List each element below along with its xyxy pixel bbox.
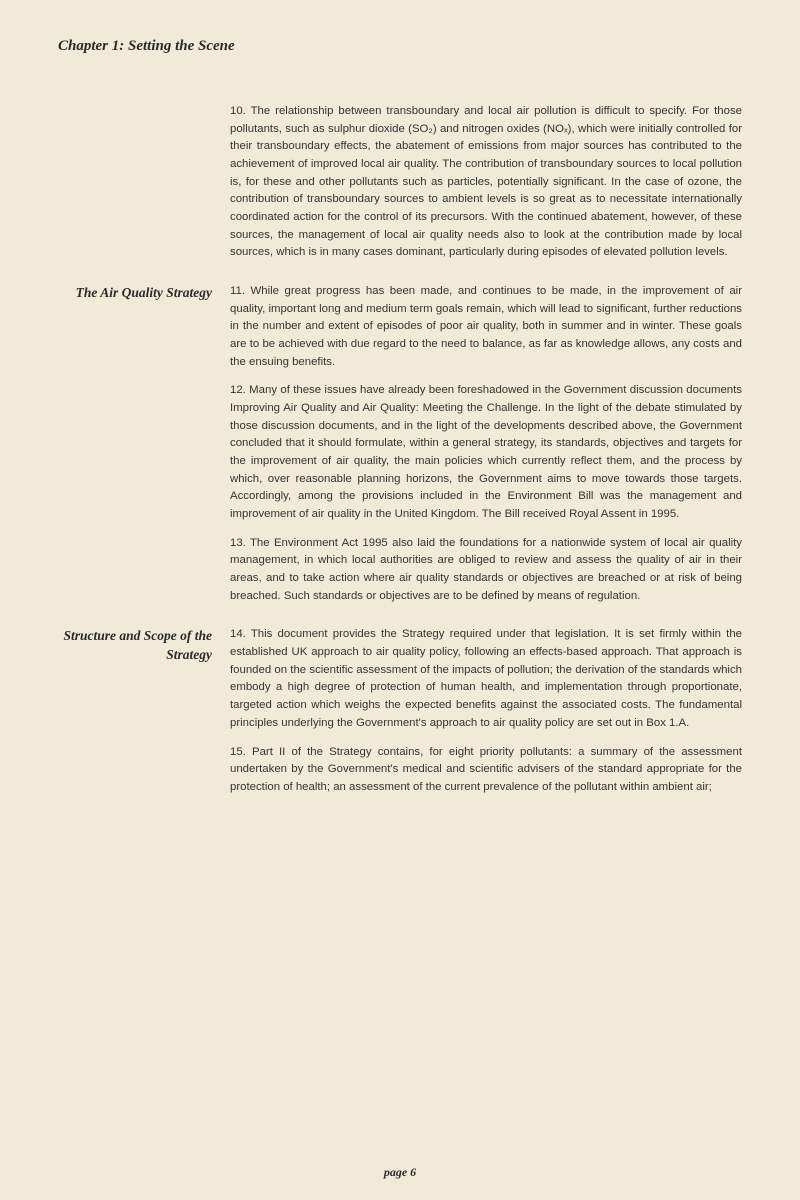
page-footer: page 6: [0, 1165, 800, 1180]
para-10: 10. The relationship between transbounda…: [230, 103, 742, 262]
section-intro: 10. The relationship between transbounda…: [58, 103, 742, 273]
para-12: 12. Many of these issues have already be…: [230, 382, 742, 523]
section-structure-scope: Structure and Scope of the Strategy 14. …: [58, 626, 742, 807]
content-area: 10. The relationship between transbounda…: [58, 103, 742, 818]
para-14: 14. This document provides the Strategy …: [230, 626, 742, 732]
margin-label-1: The Air Quality Strategy: [58, 283, 230, 616]
body-col-0: 10. The relationship between transbounda…: [230, 103, 742, 273]
para-13: 13. The Environment Act 1995 also laid t…: [230, 535, 742, 606]
margin-label-0: [58, 103, 230, 273]
margin-label-2: Structure and Scope of the Strategy: [58, 626, 230, 807]
para-11: 11. While great progress has been made, …: [230, 283, 742, 371]
body-col-2: 14. This document provides the Strategy …: [230, 626, 742, 807]
section-air-quality-strategy: The Air Quality Strategy 11. While great…: [58, 283, 742, 616]
para-15: 15. Part II of the Strategy contains, fo…: [230, 744, 742, 797]
body-col-1: 11. While great progress has been made, …: [230, 283, 742, 616]
chapter-title: Chapter 1: Setting the Scene: [58, 38, 742, 55]
